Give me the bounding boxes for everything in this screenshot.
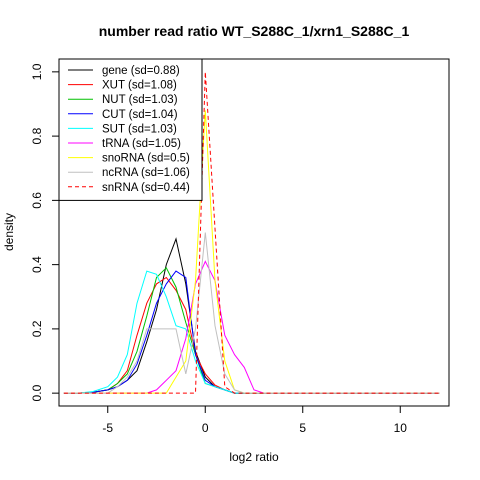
chart-title: number read ratio WT_S288C_1/xrn1_S288C_… [99,23,410,39]
x-tick-label: 0 [202,421,209,435]
y-tick-label: 1.0 [30,63,44,80]
series-layer [63,71,440,394]
x-tick-label: 10 [394,421,408,435]
legend-entry: tRNA (sd=1.05) [102,138,181,150]
legend-entry: gene (sd=0.88) [102,65,180,77]
series-line-5 [63,260,440,394]
x-axis: -5 0 5 10 [102,405,408,435]
legend-entry: CUT (sd=1.04) [102,109,178,121]
y-tick-label: 0.2 [30,320,44,337]
legend-entry: snRNA (sd=0.44) [102,182,190,194]
legend-entry: NUT (sd=1.03) [102,94,178,106]
x-axis-label: log2 ratio [229,450,279,464]
y-tick-label: 0.4 [30,256,44,273]
legend-entry: SUT (sd=1.03) [102,123,177,135]
series-line-4 [63,270,440,394]
series-line-7 [63,232,440,394]
series-line-8 [63,71,440,394]
y-tick-label: 0.8 [30,127,44,144]
x-tick-label: 5 [299,421,306,435]
y-tick-label: 0.0 [30,384,44,401]
y-axis-label: density [2,213,16,251]
x-tick-label: -5 [102,421,113,435]
legend-entry: snoRNA (sd=0.5) [102,153,190,165]
legend-entry: ncRNA (sd=1.06) [102,167,190,179]
y-tick-label: 0.6 [30,192,44,209]
legend-entry: XUT (sd=1.08) [102,80,177,92]
legend-box [58,58,203,201]
legend: gene (sd=0.88) XUT (sd=1.08) NUT (sd=1.03)… [58,58,203,201]
